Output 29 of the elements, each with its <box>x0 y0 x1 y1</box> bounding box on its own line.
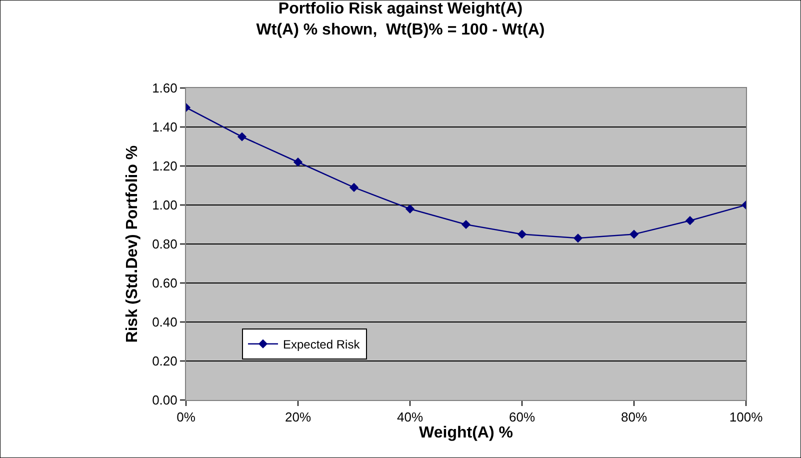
y-tick-label: 0.20 <box>152 354 178 369</box>
x-tick-label: 60% <box>508 410 536 425</box>
y-tick-label: 1.60 <box>152 80 178 96</box>
y-axis-title: Risk (Std.Dev) Portfolio % <box>124 145 141 343</box>
point <box>629 230 639 239</box>
y-tick-label: 0.00 <box>152 392 178 408</box>
point <box>293 158 303 167</box>
x-axis-title: Weight(A) % <box>419 424 513 442</box>
y-tick-label: 0.80 <box>152 236 178 252</box>
y-tick-label: 1.00 <box>152 198 178 213</box>
y-tick-label: 1.20 <box>152 158 178 174</box>
chart-subtitle: Wt(A) % shown, Wt(B)% = 100 - Wt(A) <box>256 22 545 39</box>
point <box>461 220 471 230</box>
x-tick-label: 100% <box>729 410 764 425</box>
x-tick-label: 20% <box>284 410 312 425</box>
point <box>405 204 415 214</box>
x-tick-label: 0% <box>176 410 196 425</box>
chart-title: Portfolio Risk against Weight(A) <box>278 0 523 18</box>
y-tick-label: 0.60 <box>152 276 178 291</box>
x-tick-label: 80% <box>620 410 648 425</box>
point <box>349 182 359 192</box>
point <box>517 230 527 239</box>
legend-label: Expected Risk <box>283 338 361 352</box>
point <box>685 216 695 226</box>
point <box>573 234 583 243</box>
y-tick-label: 1.40 <box>152 120 178 135</box>
y-tick-label: 0.40 <box>152 314 178 330</box>
x-tick-label: 40% <box>396 410 424 425</box>
point <box>237 132 247 142</box>
